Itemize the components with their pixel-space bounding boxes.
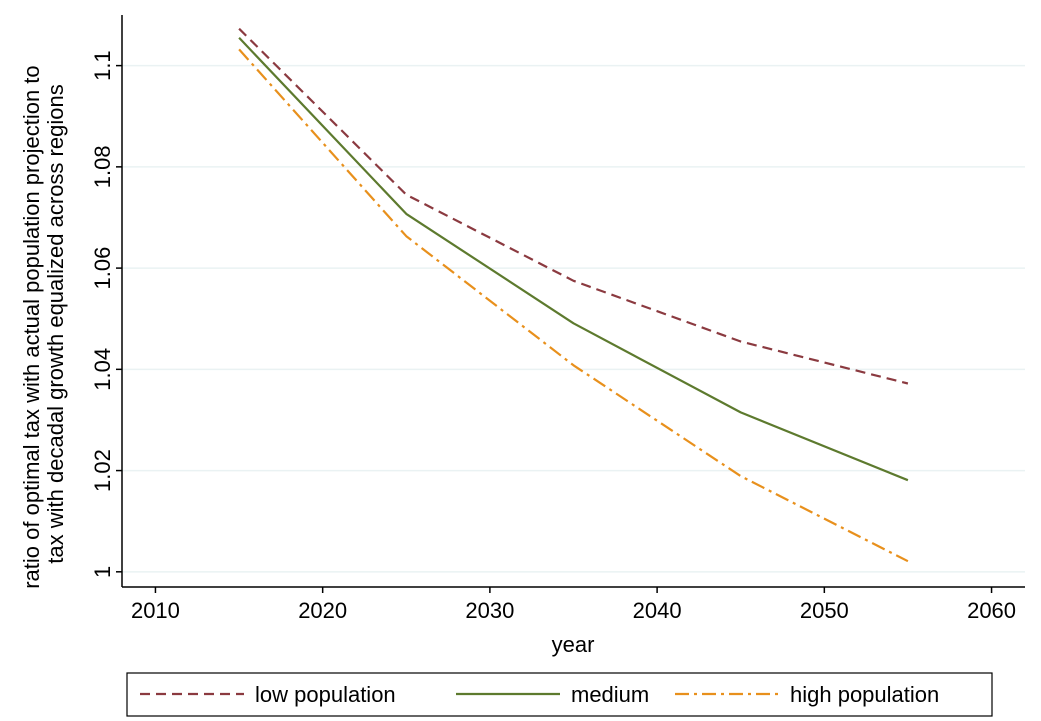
x-tick-label-2: 2030 xyxy=(465,598,514,623)
x-tick-label-5: 2060 xyxy=(967,598,1016,623)
legend-label-0: low population xyxy=(255,682,396,707)
x-tick-label-4: 2050 xyxy=(800,598,849,623)
legend-label-1: medium xyxy=(571,682,649,707)
legend-label-2: high population xyxy=(790,682,939,707)
y-axis-label: ratio of optimal tax with actual populat… xyxy=(19,59,68,589)
y-axis-label-line-1: ratio of optimal tax with actual populat… xyxy=(19,65,44,588)
y-tick-label-1: 1.02 xyxy=(90,449,115,492)
grid-lines xyxy=(122,64,1025,573)
series-line-high-population xyxy=(238,48,909,563)
y-axis-label-line-2: tax with decadal growth equalized across… xyxy=(43,84,68,563)
x-tick-label-1: 2020 xyxy=(298,598,347,623)
y-tick-label-2: 1.04 xyxy=(90,348,115,391)
y-tick-label-4: 1.08 xyxy=(90,145,115,188)
y-tick-label-5: 1.1 xyxy=(90,50,115,81)
legend: low population medium high population xyxy=(126,672,993,717)
y-ticks: 1 1.02 1.04 1.06 1.08 1.1 xyxy=(90,50,122,578)
series-line-low-population xyxy=(238,27,909,385)
x-ticks: 2010 2020 2030 2040 2050 2060 xyxy=(131,587,1016,623)
y-tick-label-3: 1.06 xyxy=(90,247,115,290)
axes xyxy=(121,15,1025,588)
x-tick-label-0: 2010 xyxy=(131,598,180,623)
series-lines xyxy=(238,27,909,563)
series-line-medium xyxy=(238,37,909,482)
x-axis-label: year xyxy=(552,632,595,657)
y-tick-label-0: 1 xyxy=(90,566,115,578)
x-tick-label-3: 2040 xyxy=(633,598,682,623)
